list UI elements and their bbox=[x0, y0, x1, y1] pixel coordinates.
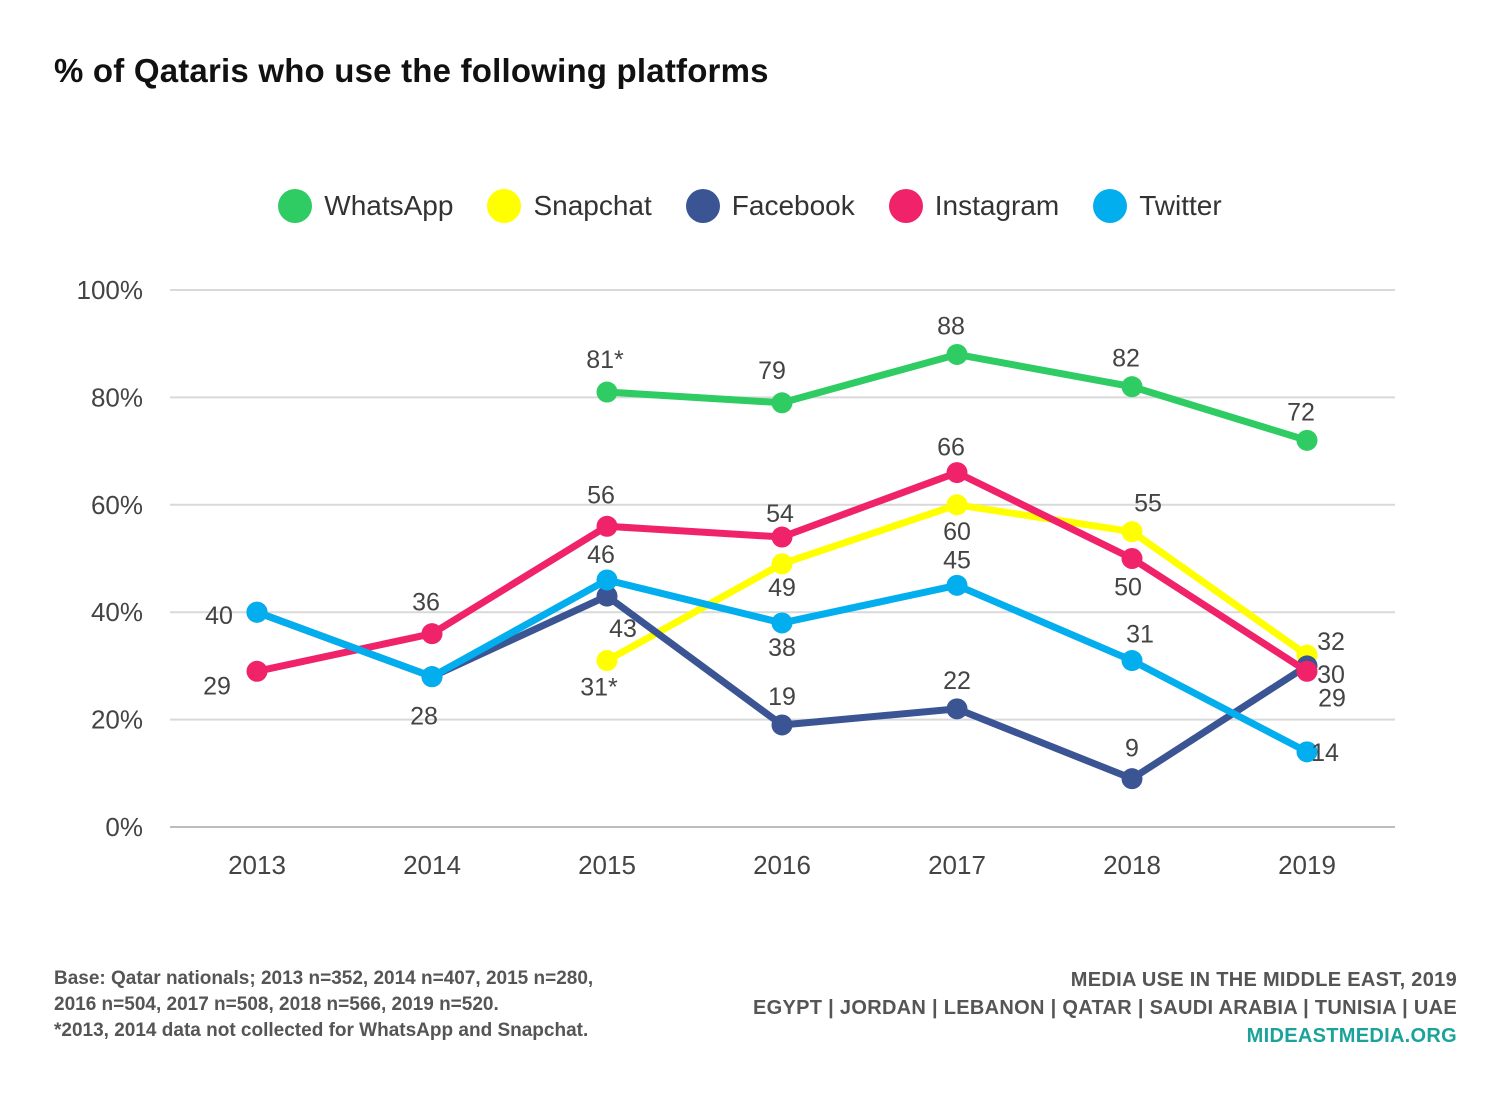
legend-item-whatsapp: WhatsApp bbox=[278, 189, 453, 223]
data-label-whatsapp: 72 bbox=[1287, 398, 1315, 426]
data-point-twitter bbox=[946, 574, 968, 596]
data-point-facebook bbox=[1121, 768, 1143, 790]
source-credit: MEDIA USE IN THE MIDDLE EAST, 2019 EGYPT… bbox=[753, 966, 1457, 1050]
data-label-instagram: 66 bbox=[937, 434, 965, 462]
data-label-snapchat: 49 bbox=[768, 574, 796, 602]
legend-item-facebook: Facebook bbox=[685, 189, 855, 223]
footnote-note: *2013, 2014 data not collected for Whats… bbox=[54, 1020, 589, 1041]
legend: WhatsApp Snapchat Facebook Instagram Twitter bbox=[0, 184, 1500, 228]
data-label-facebook: 9 bbox=[1125, 735, 1139, 763]
x-tick-label: 2013 bbox=[228, 850, 286, 880]
data-point-instagram bbox=[421, 623, 443, 645]
data-label-snapchat: 31* bbox=[580, 674, 618, 702]
legend-label: Twitter bbox=[1139, 190, 1222, 221]
y-tick-label: 0% bbox=[105, 812, 143, 842]
data-label-twitter: 45 bbox=[943, 546, 971, 574]
footnote: Base: Qatar nationals; 2013 n=352, 2014 … bbox=[54, 966, 624, 1044]
data-point-facebook bbox=[771, 714, 793, 736]
data-point-instagram bbox=[1121, 548, 1143, 569]
data-point-twitter bbox=[246, 601, 268, 623]
data-label-facebook: 40 bbox=[205, 602, 233, 630]
source-link[interactable]: MIDEASTMEDIA.ORG bbox=[1246, 1025, 1457, 1047]
data-point-whatsapp bbox=[771, 392, 793, 414]
chart-title: % of Qataris who use the following platf… bbox=[54, 52, 769, 89]
data-label-facebook: 43 bbox=[609, 615, 637, 643]
data-label-whatsapp: 79 bbox=[758, 357, 786, 385]
data-point-facebook bbox=[596, 585, 618, 607]
y-tick-label: 80% bbox=[91, 382, 143, 412]
data-label-facebook: 19 bbox=[768, 683, 796, 711]
data-label-whatsapp: 88 bbox=[937, 312, 965, 340]
data-point-snapchat bbox=[1121, 521, 1143, 543]
data-point-instagram bbox=[596, 515, 618, 537]
y-tick-label: 100% bbox=[77, 275, 144, 305]
data-point-twitter bbox=[596, 569, 618, 591]
data-label-instagram: 50 bbox=[1114, 574, 1142, 602]
x-tick-label: 2015 bbox=[578, 850, 636, 880]
data-point-whatsapp bbox=[1121, 376, 1143, 398]
legend-label: Instagram bbox=[934, 190, 1060, 221]
source-line-2: EGYPT | JORDAN | LEBANON | QATAR | SAUDI… bbox=[753, 997, 1457, 1019]
data-point-instagram bbox=[771, 526, 793, 548]
source-line-1: MEDIA USE IN THE MIDDLE EAST, 2019 bbox=[1070, 969, 1457, 991]
series-instagram bbox=[246, 462, 1318, 682]
legend-swatch bbox=[1093, 189, 1128, 223]
data-point-twitter bbox=[1121, 650, 1143, 672]
data-label-instagram: 54 bbox=[766, 500, 794, 528]
data-label-whatsapp: 81* bbox=[586, 346, 624, 374]
data-point-whatsapp bbox=[596, 381, 618, 403]
legend-label: Snapchat bbox=[533, 190, 652, 221]
data-label-instagram: 29 bbox=[1318, 684, 1346, 712]
footnote-base: Base: Qatar nationals; 2013 n=352, 2014 … bbox=[54, 968, 594, 1015]
data-label-snapchat: 60 bbox=[943, 518, 971, 546]
data-labels: 81* 7988827231*49605532402843192293029365… bbox=[203, 312, 1346, 766]
data-point-instagram bbox=[246, 660, 268, 682]
data-label-twitter: 38 bbox=[768, 634, 796, 662]
y-tick-label: 60% bbox=[91, 490, 143, 520]
series-twitter bbox=[246, 569, 1318, 763]
data-point-twitter bbox=[421, 666, 443, 688]
data-label-twitter: 46 bbox=[587, 541, 615, 569]
legend-item-instagram: Instagram bbox=[888, 189, 1060, 223]
y-tick-label: 20% bbox=[91, 705, 143, 735]
data-label-snapchat: 32 bbox=[1317, 628, 1345, 656]
data-label-facebook: 30 bbox=[1317, 661, 1345, 689]
legend-swatch bbox=[888, 189, 923, 223]
legend-swatch bbox=[685, 189, 720, 223]
data-label-instagram: 29 bbox=[203, 672, 231, 700]
data-point-whatsapp bbox=[946, 343, 968, 365]
data-label-whatsapp: 82 bbox=[1112, 345, 1140, 373]
legend-item-twitter: Twitter bbox=[1093, 189, 1222, 223]
data-label-instagram: 56 bbox=[587, 481, 615, 509]
legend-swatch bbox=[487, 189, 522, 223]
data-label-twitter: 14 bbox=[1311, 739, 1339, 767]
x-tick-label: 2019 bbox=[1278, 850, 1336, 880]
data-point-whatsapp bbox=[1296, 429, 1318, 451]
data-point-instagram bbox=[946, 462, 968, 484]
data-point-twitter bbox=[1296, 741, 1318, 763]
x-tick-label: 2018 bbox=[1103, 850, 1161, 880]
y-tick-label: 40% bbox=[91, 597, 143, 627]
legend-label: Facebook bbox=[731, 190, 855, 221]
data-label-twitter: 31 bbox=[1126, 621, 1154, 649]
data-point-twitter bbox=[771, 612, 793, 634]
data-point-snapchat bbox=[771, 553, 793, 575]
data-point-instagram bbox=[1296, 660, 1318, 682]
data-label-snapchat: 55 bbox=[1134, 490, 1162, 518]
data-point-snapchat bbox=[596, 650, 618, 672]
data-label-instagram: 36 bbox=[412, 589, 440, 617]
legend-item-snapchat: Snapchat bbox=[487, 189, 652, 223]
x-tick-label: 2016 bbox=[753, 850, 811, 880]
series-whatsapp bbox=[596, 343, 1318, 451]
legend-swatch bbox=[278, 189, 313, 223]
x-tick-label: 2017 bbox=[928, 850, 986, 880]
data-label-facebook: 28 bbox=[410, 703, 438, 731]
data-point-snapchat bbox=[946, 494, 968, 516]
legend-label: WhatsApp bbox=[324, 190, 454, 221]
data-label-facebook: 22 bbox=[943, 667, 971, 695]
x-tick-label: 2014 bbox=[403, 850, 461, 880]
data-point-facebook bbox=[946, 698, 968, 720]
